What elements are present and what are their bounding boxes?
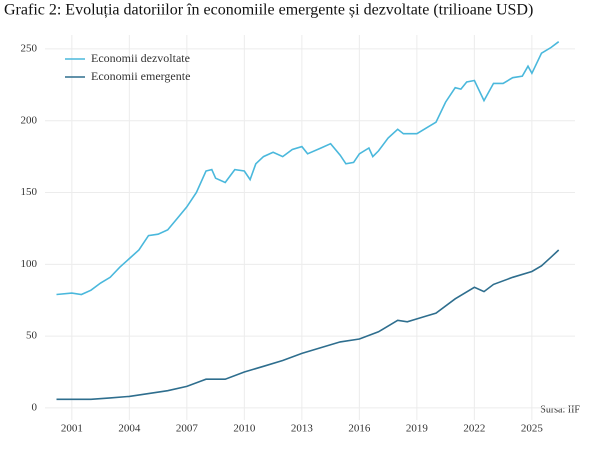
legend-label: Economii dezvoltate xyxy=(91,51,190,65)
x-tick-label: 2004 xyxy=(118,423,141,435)
y-tick-label: 100 xyxy=(21,258,38,270)
y-tick-label: 0 xyxy=(32,401,38,413)
x-tick-label: 2007 xyxy=(176,423,199,435)
chart-title: Grafic 2: Evoluția datoriilor în economi… xyxy=(4,2,533,19)
y-tick-label: 150 xyxy=(21,186,38,198)
x-tick-label: 2010 xyxy=(233,423,256,435)
source-note: Sursa: IIF xyxy=(540,404,580,415)
x-tick-label: 2022 xyxy=(463,423,485,435)
x-tick-label: 2013 xyxy=(291,423,314,435)
y-tick-label: 200 xyxy=(21,114,38,126)
y-tick-label: 250 xyxy=(21,42,38,54)
data-line xyxy=(56,249,560,401)
x-tick-label: 2025 xyxy=(521,423,544,435)
legend-label: Economii emergente xyxy=(91,69,190,83)
data-line xyxy=(56,41,560,296)
y-tick-label: 50 xyxy=(26,330,38,342)
x-tick-label: 2019 xyxy=(406,423,429,435)
x-tick-label: 2016 xyxy=(348,423,371,435)
x-tick-label: 2001 xyxy=(61,423,83,435)
